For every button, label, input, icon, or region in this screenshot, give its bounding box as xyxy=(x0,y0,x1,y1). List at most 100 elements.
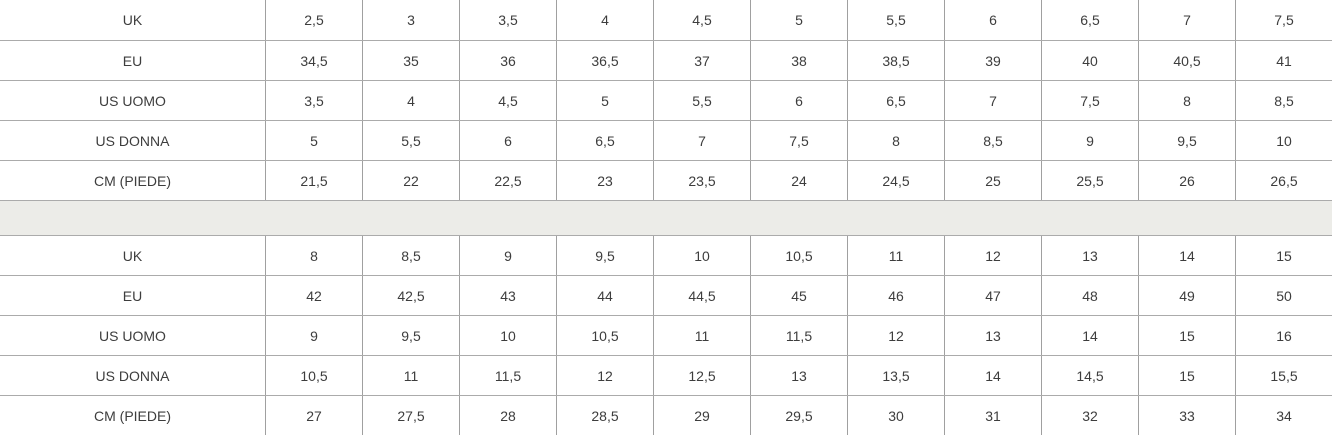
size-value-cell: 6 xyxy=(750,81,847,120)
size-value-cell: 23 xyxy=(556,161,653,200)
size-value-cell: 3 xyxy=(362,0,459,40)
size-value-cell: 15 xyxy=(1138,356,1235,395)
size-value-cell: 42,5 xyxy=(362,276,459,315)
size-value-cell: 50 xyxy=(1235,276,1332,315)
row-label: CM (PIEDE) xyxy=(94,407,171,424)
size-value-cell: 4 xyxy=(362,81,459,120)
size-value-cell: 8 xyxy=(265,236,362,275)
size-value-cell: 38,5 xyxy=(847,41,944,80)
size-value-cell: 13 xyxy=(750,356,847,395)
size-value-cell: 33 xyxy=(1138,396,1235,435)
size-value-cell: 22 xyxy=(362,161,459,200)
size-value-cell: 26 xyxy=(1138,161,1235,200)
size-value-cell: 6,5 xyxy=(1041,0,1138,40)
size-value-cell: 10,5 xyxy=(556,316,653,355)
size-value-cell: 25 xyxy=(944,161,1041,200)
size-value-cell: 27 xyxy=(265,396,362,435)
size-value-cell: 11,5 xyxy=(750,316,847,355)
size-value-cell: 6 xyxy=(944,0,1041,40)
size-value-cell: 14 xyxy=(1041,316,1138,355)
size-value-cell: 12 xyxy=(556,356,653,395)
size-value-cell: 38 xyxy=(750,41,847,80)
size-value-cell: 21,5 xyxy=(265,161,362,200)
size-value-cell: 40 xyxy=(1041,41,1138,80)
size-value-cell: 6 xyxy=(459,121,556,160)
size-value-cell: 11 xyxy=(847,236,944,275)
size-table-section-large: UK 8 8,5 9 9,5 10 10,5 11 12 13 14 15 EU 42 42,5 43 44 44… xyxy=(0,235,1332,435)
size-value-cell: 5 xyxy=(750,0,847,40)
table-row: EU 42 42,5 43 44 44,5 45 46 47 48 49 50 xyxy=(0,275,1332,315)
size-value-cell: 36,5 xyxy=(556,41,653,80)
size-value-cell: 6,5 xyxy=(556,121,653,160)
size-value-cell: 12 xyxy=(847,316,944,355)
size-value-cell: 24 xyxy=(750,161,847,200)
size-value-cell: 15,5 xyxy=(1235,356,1332,395)
size-value-cell: 11 xyxy=(653,316,750,355)
size-value-cell: 9 xyxy=(265,316,362,355)
size-value-cell: 37 xyxy=(653,41,750,80)
size-value-cell: 28,5 xyxy=(556,396,653,435)
table-row: US DONNA 10,5 11 11,5 12 12,5 13 13,5 14 14,5 15 15… xyxy=(0,355,1332,395)
size-value-cell: 49 xyxy=(1138,276,1235,315)
size-value-cell: 29 xyxy=(653,396,750,435)
row-label: US DONNA xyxy=(95,132,170,149)
table-row: CM (PIEDE) 21,5 22 22,5 23 23,5 24 24,5 25 25,5 26… xyxy=(0,160,1332,200)
table-row: CM (PIEDE) 27 27,5 28 28,5 29 29,5 30 31 32 33 34 xyxy=(0,395,1332,435)
size-value-cell: 8 xyxy=(847,121,944,160)
size-value-cell: 8 xyxy=(1138,81,1235,120)
size-value-cell: 5,5 xyxy=(653,81,750,120)
size-value-cell: 36 xyxy=(459,41,556,80)
size-value-cell: 15 xyxy=(1235,236,1332,275)
row-label: UK xyxy=(122,247,143,264)
size-value-cell: 10,5 xyxy=(265,356,362,395)
size-value-cell: 7 xyxy=(653,121,750,160)
size-value-cell: 4,5 xyxy=(653,0,750,40)
size-value-cell: 12,5 xyxy=(653,356,750,395)
size-value-cell: 34 xyxy=(1235,396,1332,435)
size-value-cell: 47 xyxy=(944,276,1041,315)
size-value-cell: 8,5 xyxy=(944,121,1041,160)
section-divider-band xyxy=(0,200,1332,235)
size-value-cell: 5,5 xyxy=(847,0,944,40)
size-value-cell: 46 xyxy=(847,276,944,315)
size-value-cell: 10 xyxy=(653,236,750,275)
size-value-cell: 29,5 xyxy=(750,396,847,435)
size-value-cell: 12 xyxy=(944,236,1041,275)
size-value-cell: 10 xyxy=(459,316,556,355)
size-value-cell: 9,5 xyxy=(362,316,459,355)
table-row: US DONNA 5 5,5 6 6,5 7 7,5 8 8,5 9 9,5 10 xyxy=(0,120,1332,160)
size-value-cell: 9,5 xyxy=(556,236,653,275)
size-value-cell: 40,5 xyxy=(1138,41,1235,80)
row-label: UK xyxy=(122,12,143,28)
table-row: UK 2,5 3 3,5 4 4,5 5 5,5 6 6,5 7 7,5 xyxy=(0,0,1332,40)
size-table-section-small: UK 2,5 3 3,5 4 4,5 5 5,5 6 6,5 7 7,5 EU 34,5 35 36 36,5 3… xyxy=(0,0,1332,200)
size-value-cell: 43 xyxy=(459,276,556,315)
size-value-cell: 6,5 xyxy=(847,81,944,120)
size-value-cell: 35 xyxy=(362,41,459,80)
size-value-cell: 10 xyxy=(1235,121,1332,160)
size-value-cell: 8,5 xyxy=(1235,81,1332,120)
size-value-cell: 26,5 xyxy=(1235,161,1332,200)
size-value-cell: 5 xyxy=(265,121,362,160)
size-value-cell: 11 xyxy=(362,356,459,395)
size-value-cell: 14 xyxy=(1138,236,1235,275)
row-label: US UOMO xyxy=(99,327,166,344)
size-value-cell: 34,5 xyxy=(265,41,362,80)
size-value-cell: 10,5 xyxy=(750,236,847,275)
size-value-cell: 8,5 xyxy=(362,236,459,275)
size-value-cell: 2,5 xyxy=(265,0,362,40)
size-value-cell: 41 xyxy=(1235,41,1332,80)
table-row: EU 34,5 35 36 36,5 37 38 38,5 39 40 40,5 41 xyxy=(0,40,1332,80)
size-value-cell: 25,5 xyxy=(1041,161,1138,200)
size-value-cell: 13,5 xyxy=(847,356,944,395)
size-value-cell: 44,5 xyxy=(653,276,750,315)
size-value-cell: 5,5 xyxy=(362,121,459,160)
table-row: UK 8 8,5 9 9,5 10 10,5 11 12 13 14 15 xyxy=(0,235,1332,275)
table-row: US UOMO 9 9,5 10 10,5 11 11,5 12 13 14 15 16 xyxy=(0,315,1332,355)
size-value-cell: 27,5 xyxy=(362,396,459,435)
size-value-cell: 24,5 xyxy=(847,161,944,200)
row-label: EU xyxy=(122,52,143,69)
size-value-cell: 32 xyxy=(1041,396,1138,435)
size-value-cell: 22,5 xyxy=(459,161,556,200)
